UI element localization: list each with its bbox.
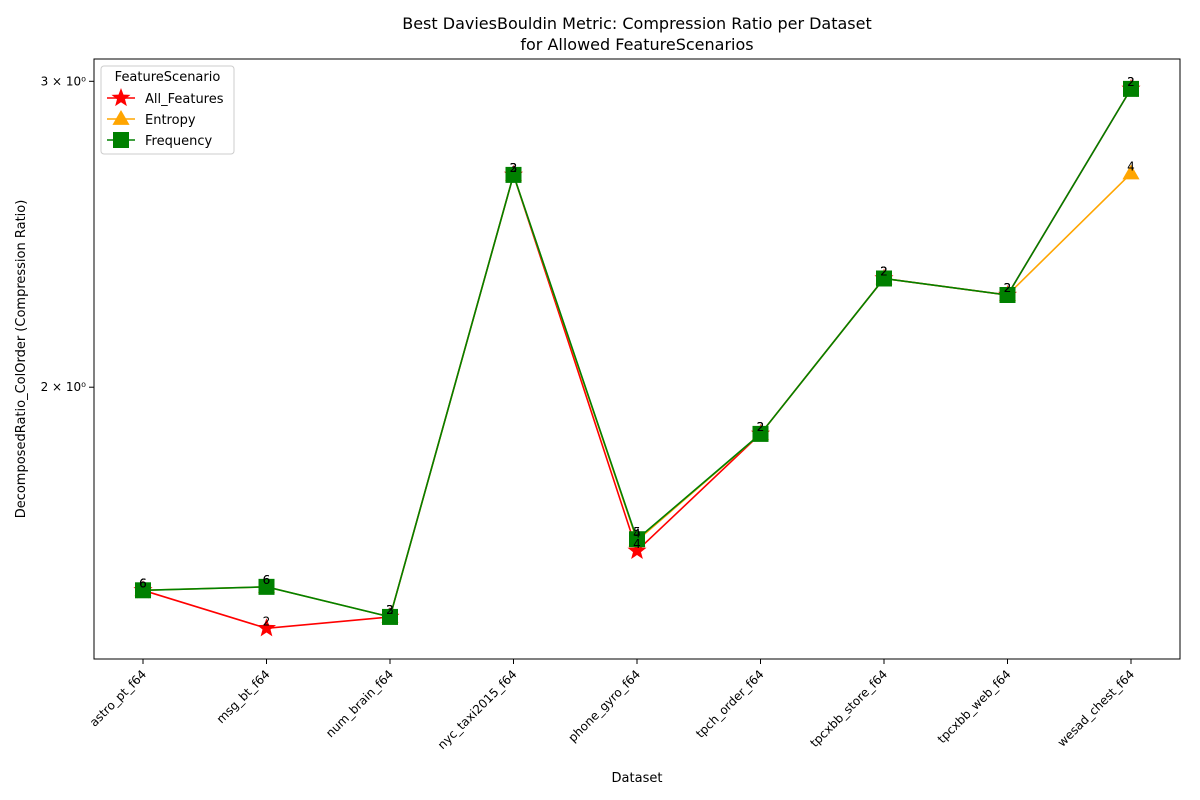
point-label: 4 [633,537,641,551]
data-point [135,582,151,599]
point-label: 2 [757,420,765,434]
point-label: 6 [263,573,271,587]
legend-entry: Entropy [145,113,196,128]
y-tick-label: 2 × 10⁰ [41,380,87,394]
point-label: 5 [633,525,641,539]
data-point [505,166,522,183]
point-label: 2 [880,264,888,278]
x-tick-label: tpch_order_f64 [693,667,767,741]
point-label: 2 [1004,281,1012,295]
point-label: 2 [1004,281,1012,295]
point-label: 2 [1127,75,1135,89]
x-tick-label: tpcxbb_store_f64 [807,667,890,750]
x-axis-label: Dataset [612,771,663,786]
x-tick-label: wesad_chest_f64 [1055,667,1137,749]
legend-marker [113,132,129,148]
plot-layer: astro_pt_f64 msg_bt_f64 num_brain_f64 nyc_t… [41,74,1141,752]
y-tick-label: 3 × 10⁰ [41,74,87,88]
data-point [629,531,645,548]
point-label: 2 [757,420,765,434]
point-label: 3 [386,603,394,617]
data-point [627,540,647,559]
legend-marker [112,110,130,125]
x-tick-label: tpcxbb_web_f64 [935,667,1014,746]
point-label: 6 [139,576,147,590]
data-point [1122,164,1140,180]
data-point [752,425,769,442]
point-label: 4 [1127,159,1135,173]
legend-entry: Frequency [145,134,212,149]
legend-marker [111,88,131,107]
legend-title: FeatureScenario [115,70,221,85]
point-label: 2 [510,161,518,175]
y-axis-label: DecomposedRatio_ColOrder (Compression Ra… [14,200,29,519]
point-label: 2 [757,420,765,434]
point-label: 6 [263,573,271,587]
legend: FeatureScenario All_Features Entropy Freque… [100,65,235,155]
legend-frame [100,65,235,155]
point-label: 6 [139,576,147,590]
x-tick-label: nyc_taxi2015_f64 [435,667,520,752]
x-tick-label: astro_pt_f64 [87,667,149,729]
data-point [876,270,892,287]
point-label: 3 [510,161,518,175]
data-point [256,618,277,637]
data-point [999,286,1016,303]
data-point [1123,80,1139,97]
plot-frame [93,58,1181,660]
point-label: 2 [1004,281,1012,295]
point-label: 2 [263,614,271,628]
point-label: 2 [386,603,394,617]
chart-title-line2: for Allowed FeatureScenarios [520,35,753,54]
point-label: 3 [510,161,518,175]
point-label: 6 [139,576,147,590]
point-label: 2 [880,264,888,278]
data-point [258,578,275,595]
legend-entry: All_Features [145,92,224,107]
data-point [382,608,398,625]
point-label: 4 [633,527,641,541]
chart-title-line1: Best DaviesBouldin Metric: Compression R… [402,14,872,33]
x-tick-label: num_brain_f64 [323,667,396,740]
point-label: 2 [1127,75,1135,89]
x-tick-label: msg_bt_f64 [214,667,273,726]
point-label: 3 [386,603,394,617]
point-label: 2 [880,264,888,278]
x-tick-label: phone_gyro_f64 [565,667,643,745]
